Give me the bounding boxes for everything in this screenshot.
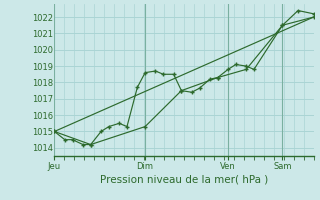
X-axis label: Pression niveau de la mer( hPa ): Pression niveau de la mer( hPa ) bbox=[100, 175, 268, 185]
